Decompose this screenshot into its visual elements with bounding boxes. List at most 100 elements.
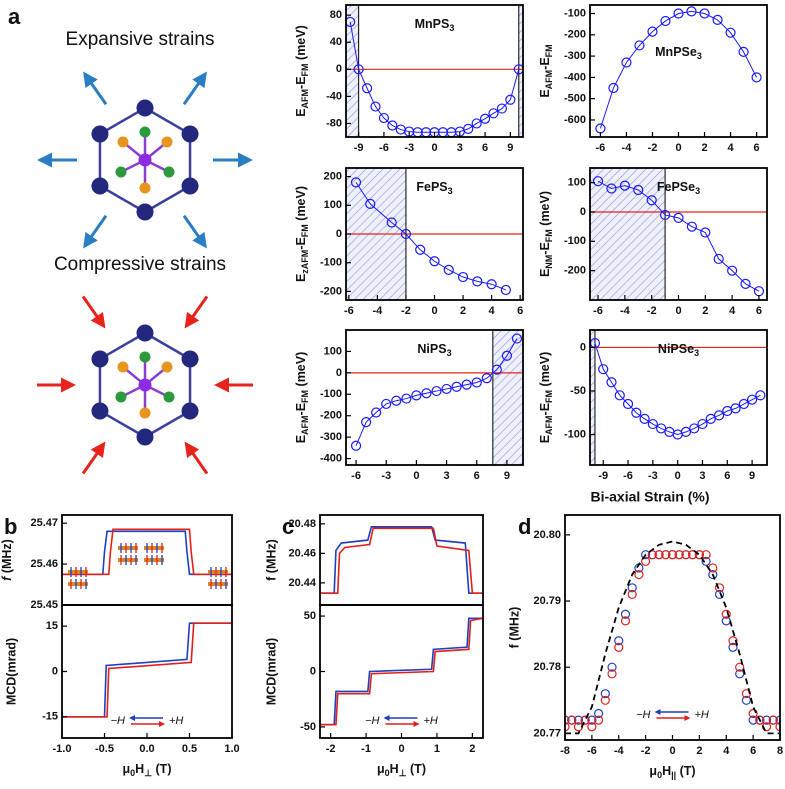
- data-point: [659, 209, 671, 221]
- x-tick-label: 0: [675, 305, 681, 317]
- data-point: [513, 64, 523, 75]
- x-tick-label: 0: [675, 470, 681, 482]
- text-part: -E: [538, 57, 552, 70]
- x-tick-label: 6: [750, 745, 756, 757]
- x-tick-label: -4: [622, 142, 633, 154]
- x-tick-label: 6: [474, 470, 480, 482]
- y-tick-label: 20.80: [533, 529, 561, 541]
- legend-arrowhead: [159, 721, 165, 727]
- y-tick-label: -40: [326, 90, 342, 102]
- data-point: [500, 284, 511, 296]
- x-tick-label: -1: [361, 743, 371, 755]
- y-axis-label: EAFM-EFM: [538, 44, 554, 97]
- data-point: [627, 589, 637, 600]
- x-tick-label: -3: [648, 470, 658, 482]
- plot-area: [346, 330, 523, 465]
- x-tick-label: -4: [620, 305, 631, 317]
- text-part: -E: [294, 403, 308, 416]
- plot-area: [590, 330, 767, 465]
- text-part: FM: [544, 44, 554, 57]
- data-point: [639, 413, 650, 424]
- y-tick-label: -300: [320, 431, 342, 443]
- data-point: [660, 15, 671, 27]
- text-part: E: [294, 435, 308, 443]
- x-axis-label: μ0H⊥ (T): [377, 762, 426, 778]
- plot-frame: [589, 4, 768, 138]
- plot-area: [595, 6, 762, 134]
- panel-label: b: [4, 514, 17, 539]
- data-point: [472, 276, 483, 287]
- text-part: AFM: [300, 415, 310, 435]
- legend-label: −H: [365, 715, 379, 727]
- ligand-atom: [161, 136, 173, 148]
- strain-arrow: [81, 295, 106, 329]
- y-tick-label: -100: [564, 7, 586, 19]
- strain-arrow: [182, 214, 207, 249]
- data-point: [415, 244, 426, 255]
- data-point: [471, 118, 482, 129]
- x-tick-label: -4: [614, 745, 625, 757]
- data-point: [634, 40, 645, 51]
- x-tick-label: 3: [444, 470, 450, 482]
- metal-atom: [181, 177, 199, 195]
- x-tick-label: 3: [457, 142, 463, 154]
- data-point: [620, 609, 631, 619]
- metal-atom: [91, 177, 109, 195]
- text-part: 0: [130, 768, 135, 778]
- plot-area: [320, 526, 483, 594]
- legend-arrowhead: [129, 715, 135, 721]
- spin-layer: [144, 558, 164, 562]
- text-part: FM: [544, 390, 554, 403]
- data-point: [747, 394, 758, 405]
- y-tick-label: -50: [300, 721, 316, 733]
- x-tick-label: 2: [460, 305, 466, 317]
- data-point: [753, 286, 765, 297]
- y-tick-label: -200: [320, 410, 342, 422]
- y-tick-label: -300: [564, 50, 586, 62]
- data-point: [431, 385, 442, 397]
- data-point: [595, 123, 606, 134]
- y-tick-label: -500: [564, 93, 586, 105]
- data-point: [674, 550, 684, 560]
- x-tick-label: 6: [724, 470, 730, 482]
- data-point: [620, 616, 631, 626]
- data-point: [701, 556, 711, 566]
- data-point: [600, 695, 610, 705]
- chart-title: NiPSe3: [658, 342, 699, 358]
- y-axis-label: MCD(mrad): [4, 638, 18, 705]
- data-point: [681, 550, 691, 560]
- text-part: AFM: [544, 70, 554, 90]
- shaded-region: [590, 330, 595, 465]
- text-part: E: [538, 89, 552, 97]
- text-part: H: [135, 762, 144, 776]
- center-atom: [138, 153, 152, 167]
- data-point: [565, 722, 570, 732]
- data-point: [768, 715, 778, 725]
- spin-layer: [144, 546, 164, 550]
- plot: -600 -500 -400 -300 -200 -100 -6 -4 -2 0 2 4 6 MnPSe3…: [538, 4, 768, 154]
- x-tick-label: 2: [469, 743, 475, 755]
- data-point: [755, 715, 765, 725]
- y-tick-label: 100: [324, 199, 342, 211]
- data-point: [680, 426, 692, 438]
- ligand-atom: [115, 166, 127, 178]
- data-point: [371, 407, 382, 418]
- y-tick-label: 50: [304, 610, 316, 622]
- x-tick-label: -6: [344, 305, 354, 317]
- data-point: [606, 377, 617, 388]
- x-tick-label: 6: [754, 142, 760, 154]
- text-part: FM: [300, 390, 310, 403]
- data-point: [593, 708, 604, 719]
- y-tick-label: 0: [310, 665, 316, 677]
- x-tick-label: 2: [701, 142, 707, 154]
- chart-title: MnPSe3: [655, 45, 702, 61]
- data-point: [491, 364, 502, 375]
- data-point: [705, 413, 716, 424]
- data-point: [421, 388, 432, 399]
- y-tick-label: 0: [336, 63, 342, 75]
- plot-area: [346, 5, 523, 137]
- y-tick-label: -100: [564, 235, 586, 247]
- y-tick-label: 20.79: [533, 595, 561, 607]
- x-tick-label: -3: [381, 470, 391, 482]
- data-point: [350, 440, 362, 451]
